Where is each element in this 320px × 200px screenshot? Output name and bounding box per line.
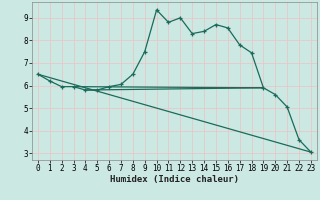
X-axis label: Humidex (Indice chaleur): Humidex (Indice chaleur)	[110, 175, 239, 184]
